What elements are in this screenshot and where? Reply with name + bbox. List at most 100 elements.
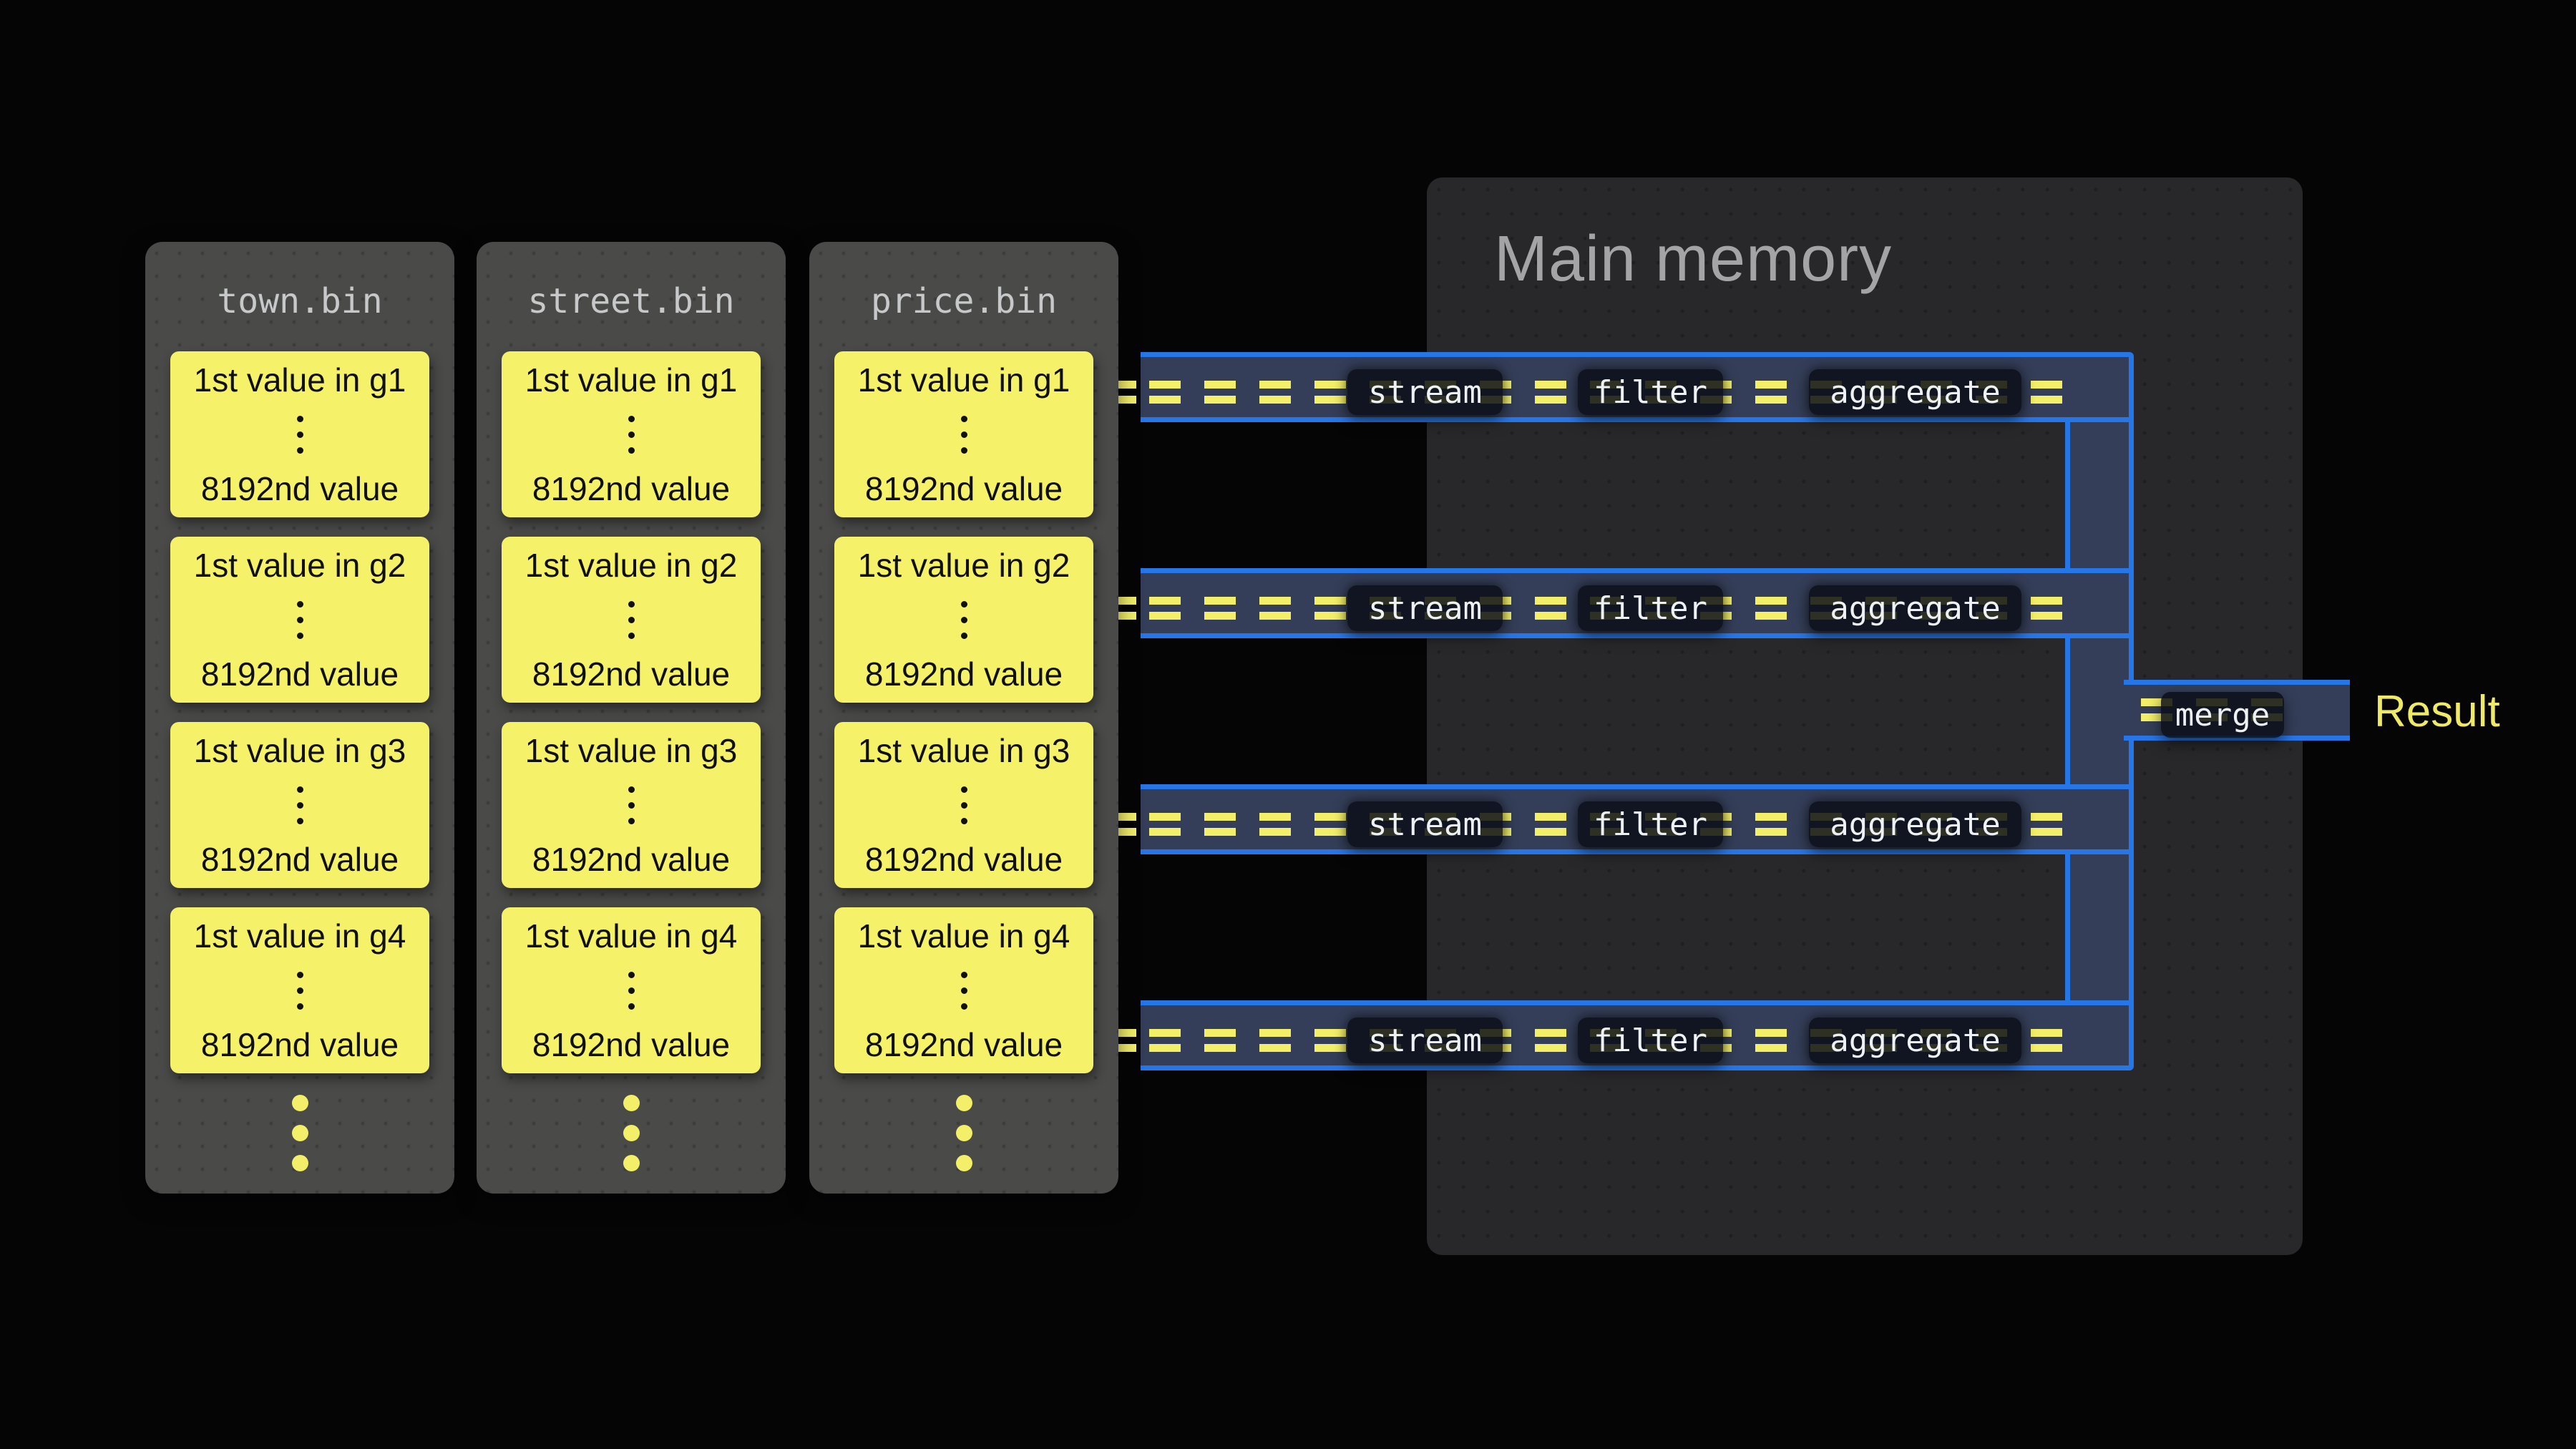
stream-stage-box: stream [1347, 801, 1503, 847]
file-card-price: price.bin 1st value in g1 8192nd value 1… [809, 242, 1118, 1194]
stream-equals-icon [2031, 381, 2062, 404]
group-first-value: 1st value in g1 [857, 361, 1070, 399]
file-card-street: street.bin 1st value in g1 8192nd value … [477, 242, 786, 1194]
value-group-block: 1st value in g1 8192nd value [170, 351, 429, 517]
stream-equals-icon [1314, 1029, 1346, 1052]
group-last-value: 8192nd value [200, 1026, 399, 1063]
stream-stage-label: stream [1368, 1022, 1482, 1059]
value-group-block: 1st value in g1 8192nd value [834, 351, 1093, 517]
file-name: town.bin [217, 281, 383, 321]
stream-equals-icon [1535, 813, 1566, 836]
value-group-block: 1st value in g4 8192nd value [502, 907, 761, 1073]
value-group-block: 1st value in g3 8192nd value [834, 722, 1093, 888]
aggregate-stage-box: aggregate [1809, 801, 2021, 847]
stream-equals-icon [1755, 1029, 1787, 1052]
aggregate-stage-box: aggregate [1809, 369, 2021, 415]
filter-stage-box: filter [1578, 369, 1723, 415]
stream-stage-label: stream [1368, 590, 1482, 627]
value-group-block: 1st value in g3 8192nd value [170, 722, 429, 888]
stream-stage-label: stream [1368, 806, 1482, 843]
stream-equals-icon [1259, 597, 1291, 620]
stream-stage-box: stream [1347, 585, 1503, 631]
stream-stage-box: stream [1347, 1018, 1503, 1063]
file-card-town: town.bin 1st value in g1 8192nd value 1s… [145, 242, 454, 1194]
filter-stage-label: filter [1594, 590, 1707, 627]
stream-equals-icon [1204, 1029, 1236, 1052]
aggregate-stage-box: aggregate [1809, 1018, 2021, 1063]
filter-stage-box: filter [1578, 801, 1723, 847]
group-last-value: 8192nd value [864, 1026, 1063, 1063]
stream-equals-icon [1204, 381, 1236, 404]
stream-equals-icon [1755, 381, 1787, 404]
filter-stage-label: filter [1594, 806, 1707, 843]
stream-stage-box: stream [1347, 369, 1503, 415]
vertical-ellipsis-icon [960, 600, 967, 639]
filter-stage-label: filter [1594, 374, 1707, 411]
vertical-ellipsis-icon [296, 600, 303, 639]
vertical-ellipsis-icon [960, 786, 967, 824]
stream-equals-icon [1314, 813, 1346, 836]
vertical-ellipsis-icon [960, 415, 967, 454]
aggregate-stage-label: aggregate [1830, 1022, 2001, 1059]
value-group-block: 1st value in g2 8192nd value [502, 537, 761, 703]
group-last-value: 8192nd value [864, 470, 1063, 507]
group-last-value: 8192nd value [864, 655, 1063, 693]
group-first-value: 1st value in g1 [193, 361, 406, 399]
vertical-ellipsis-icon [628, 600, 635, 639]
group-last-value: 8192nd value [200, 841, 399, 878]
stream-stage-label: stream [1368, 374, 1482, 411]
stream-equals-icon [1535, 597, 1566, 620]
stream-equals-icon [1149, 597, 1181, 620]
vertical-ellipsis-icon [296, 971, 303, 1010]
value-group-block: 1st value in g1 8192nd value [502, 351, 761, 517]
more-groups-ellipsis-icon [809, 1095, 1118, 1171]
group-last-value: 8192nd value [864, 841, 1063, 878]
vertical-ellipsis-icon [628, 971, 635, 1010]
group-last-value: 8192nd value [532, 470, 731, 507]
group-last-value: 8192nd value [200, 470, 399, 507]
stream-equals-icon [2031, 813, 2062, 836]
group-first-value: 1st value in g2 [525, 547, 738, 584]
stream-equals-icon [1314, 381, 1346, 404]
stream-equals-icon [1259, 381, 1291, 404]
aggregate-stage-label: aggregate [1830, 374, 2001, 411]
vertical-ellipsis-icon [296, 415, 303, 454]
filter-stage-label: filter [1594, 1022, 1707, 1059]
pipeline-row-1: stream filter aggregate [1105, 352, 2129, 422]
group-first-value: 1st value in g1 [525, 361, 738, 399]
group-first-value: 1st value in g4 [857, 917, 1070, 955]
stream-equals-icon [1314, 597, 1346, 620]
stream-equals-icon [1204, 813, 1236, 836]
stream-equals-icon [1259, 1029, 1291, 1052]
stream-equals-icon [1204, 597, 1236, 620]
value-group-block: 1st value in g3 8192nd value [502, 722, 761, 888]
pipeline-row-4: stream filter aggregate [1105, 1000, 2129, 1070]
group-first-value: 1st value in g2 [193, 547, 406, 584]
group-last-value: 8192nd value [532, 655, 731, 693]
group-first-value: 1st value in g2 [857, 547, 1070, 584]
merge-output-pipe: merge [2124, 680, 2350, 741]
pipeline-row-2: stream filter aggregate [1105, 568, 2129, 638]
stream-equals-icon [1149, 1029, 1181, 1052]
stream-equals-icon [1149, 381, 1181, 404]
filter-stage-box: filter [1578, 1018, 1723, 1063]
result-label: Result [2374, 687, 2500, 736]
aggregate-stage-box: aggregate [1809, 585, 2021, 631]
merge-stage-box: merge [2161, 692, 2284, 738]
vertical-ellipsis-icon [960, 971, 967, 1010]
stream-equals-icon [1149, 813, 1181, 836]
group-first-value: 1st value in g4 [525, 917, 738, 955]
file-name: price.bin [870, 281, 1058, 321]
value-group-block: 1st value in g4 8192nd value [170, 907, 429, 1073]
stream-equals-icon [1755, 813, 1787, 836]
file-name: street.bin [527, 281, 735, 321]
pipeline-row-3: stream filter aggregate [1105, 784, 2129, 854]
group-last-value: 8192nd value [200, 655, 399, 693]
vertical-ellipsis-icon [296, 786, 303, 824]
value-group-block: 1st value in g2 8192nd value [834, 537, 1093, 703]
vertical-ellipsis-icon [628, 786, 635, 824]
stream-equals-icon [1535, 381, 1566, 404]
group-first-value: 1st value in g3 [857, 732, 1070, 769]
aggregate-stage-label: aggregate [1830, 806, 2001, 843]
